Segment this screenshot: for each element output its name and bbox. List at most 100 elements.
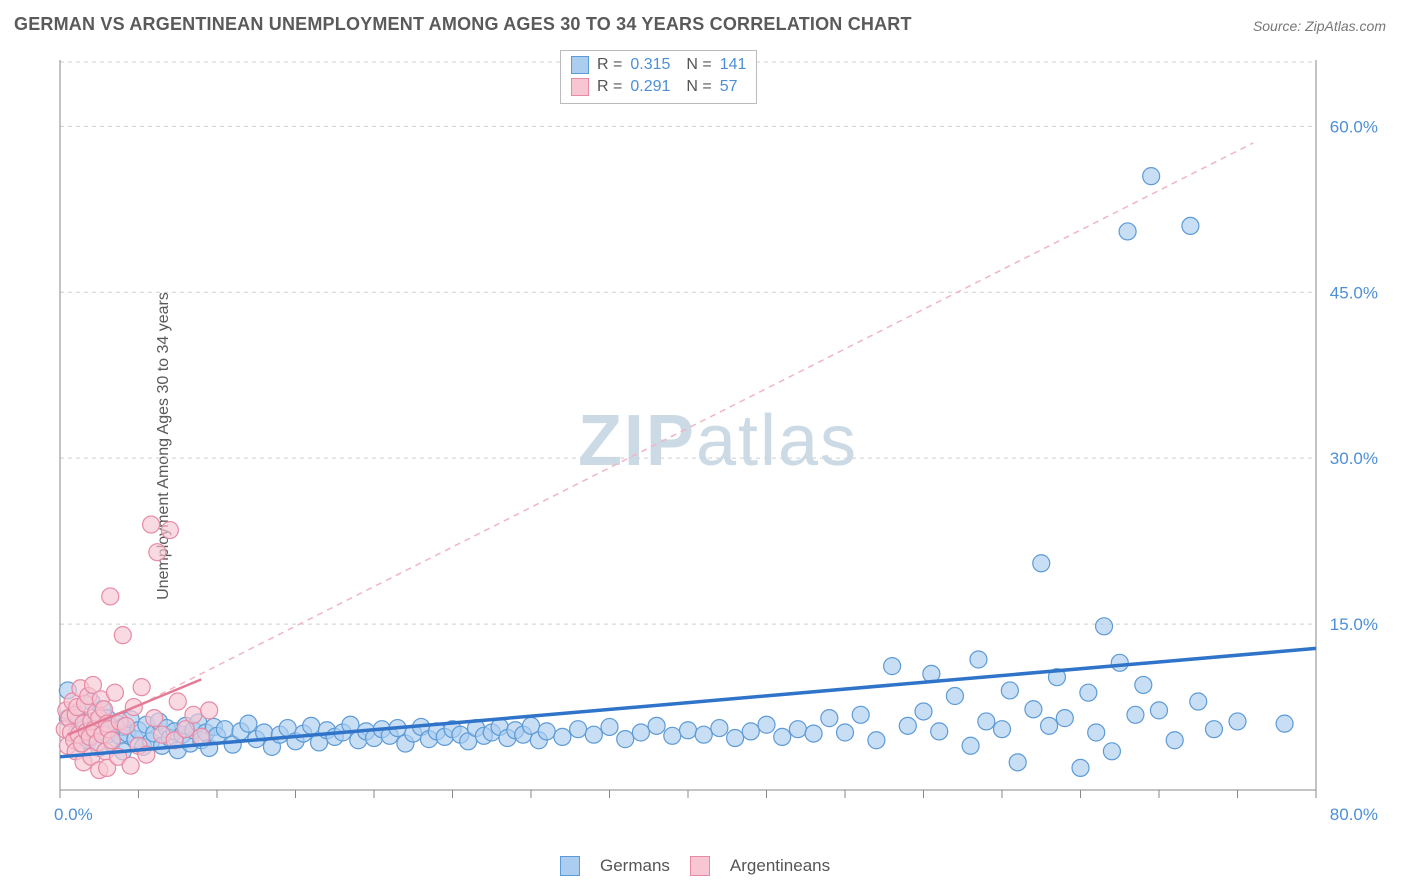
data-point xyxy=(1229,713,1246,730)
data-point xyxy=(1072,759,1089,776)
data-point xyxy=(1143,168,1160,185)
chart-title: GERMAN VS ARGENTINEAN UNEMPLOYMENT AMONG… xyxy=(14,14,912,35)
data-point xyxy=(103,732,120,749)
data-point xyxy=(106,684,123,701)
data-point xyxy=(1025,701,1042,718)
data-point xyxy=(617,731,634,748)
data-point xyxy=(1056,710,1073,727)
data-point xyxy=(185,706,202,723)
x-tick-min: 0.0% xyxy=(54,805,93,824)
data-point xyxy=(758,716,775,733)
data-point xyxy=(774,728,791,745)
data-point xyxy=(680,722,697,739)
n-label: N = xyxy=(686,76,711,98)
data-point xyxy=(554,728,571,745)
legend-row-germans: R = 0.315 N = 141 xyxy=(571,54,746,76)
data-point xyxy=(1111,654,1128,671)
data-point xyxy=(970,651,987,668)
data-point xyxy=(146,710,163,727)
data-point xyxy=(161,522,178,539)
y-tick-label: 45.0% xyxy=(1330,283,1378,302)
data-point xyxy=(1205,721,1222,738)
data-point xyxy=(133,679,150,696)
y-tick-label: 60.0% xyxy=(1330,117,1378,136)
data-point xyxy=(143,516,160,533)
data-point xyxy=(1009,754,1026,771)
data-point xyxy=(117,717,134,734)
data-point xyxy=(852,706,869,723)
series-legend: Germans Argentineans xyxy=(560,856,830,876)
data-point xyxy=(1127,706,1144,723)
data-point xyxy=(303,717,320,734)
data-point xyxy=(601,718,618,735)
data-point xyxy=(805,725,822,742)
data-point xyxy=(201,702,218,719)
data-point xyxy=(1088,724,1105,741)
data-point xyxy=(102,588,119,605)
data-point xyxy=(664,727,681,744)
data-point xyxy=(962,737,979,754)
data-point xyxy=(122,757,139,774)
legend-label-argentineans: Argentineans xyxy=(730,856,830,876)
n-label: N = xyxy=(686,54,711,76)
r-label: R = xyxy=(597,76,622,98)
data-point xyxy=(711,720,728,737)
data-point xyxy=(538,723,555,740)
data-point xyxy=(727,730,744,747)
data-point xyxy=(632,724,649,741)
data-point xyxy=(216,721,233,738)
data-point xyxy=(884,658,901,675)
data-point xyxy=(1151,702,1168,719)
data-point xyxy=(1033,555,1050,572)
data-point xyxy=(868,732,885,749)
correlation-legend: R = 0.315 N = 141 R = 0.291 N = 57 xyxy=(560,50,757,104)
data-point xyxy=(149,544,166,561)
data-point xyxy=(899,717,916,734)
data-point xyxy=(821,710,838,727)
data-point xyxy=(1276,715,1293,732)
data-point xyxy=(915,703,932,720)
data-point xyxy=(648,717,665,734)
data-point xyxy=(931,723,948,740)
data-point xyxy=(742,723,759,740)
swatch-argentineans xyxy=(690,856,710,876)
data-point xyxy=(1119,223,1136,240)
r-value-argentineans: 0.291 xyxy=(630,76,670,98)
data-point xyxy=(169,693,186,710)
swatch-germans xyxy=(571,56,589,74)
source-label: Source: ZipAtlas.com xyxy=(1253,18,1386,34)
trend-dashed-argentineans xyxy=(91,143,1253,729)
data-point xyxy=(1001,682,1018,699)
data-point xyxy=(789,721,806,738)
legend-label-germans: Germans xyxy=(600,856,670,876)
data-point xyxy=(1103,743,1120,760)
data-point xyxy=(585,726,602,743)
data-point xyxy=(1190,693,1207,710)
legend-row-argentineans: R = 0.291 N = 57 xyxy=(571,76,746,98)
x-tick-max: 80.0% xyxy=(1330,805,1378,824)
data-point xyxy=(1135,676,1152,693)
watermark: ZIPatlas xyxy=(578,401,858,481)
data-point xyxy=(570,721,587,738)
n-value-argentineans: 57 xyxy=(720,76,738,98)
data-point xyxy=(114,627,131,644)
trend-germans xyxy=(60,648,1316,756)
r-label: R = xyxy=(597,54,622,76)
data-point xyxy=(994,721,1011,738)
y-tick-label: 15.0% xyxy=(1330,615,1378,634)
data-point xyxy=(946,687,963,704)
y-tick-label: 30.0% xyxy=(1330,449,1378,468)
data-point xyxy=(978,713,995,730)
scatter-plot: 15.0% 30.0% 45.0% 60.0% ZIPatlas 0.0% 80.0% xyxy=(50,50,1386,840)
data-point xyxy=(1041,717,1058,734)
data-point xyxy=(1182,217,1199,234)
swatch-germans xyxy=(560,856,580,876)
data-point xyxy=(1166,732,1183,749)
data-point xyxy=(1096,618,1113,635)
swatch-argentineans xyxy=(571,78,589,96)
data-point xyxy=(695,726,712,743)
data-point xyxy=(240,715,257,732)
n-value-germans: 141 xyxy=(720,54,747,76)
data-point xyxy=(1080,684,1097,701)
r-value-germans: 0.315 xyxy=(630,54,670,76)
